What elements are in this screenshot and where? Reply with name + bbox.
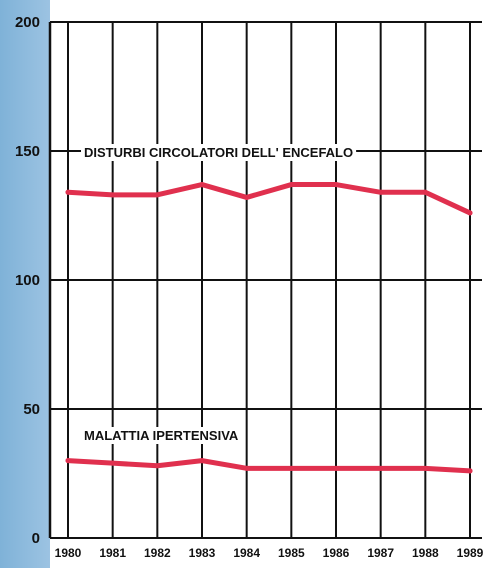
y-tick-label: 100 <box>15 272 40 289</box>
data-point <box>199 182 205 188</box>
left-color-band <box>0 0 50 568</box>
data-point <box>288 465 294 471</box>
series-label-ipertensiva: MALATTIA IPERTENSIVA <box>84 428 239 443</box>
data-point <box>154 192 160 198</box>
y-tick-label: 150 <box>15 143 40 160</box>
data-point <box>154 463 160 469</box>
series-label-encefalo: DISTURBI CIRCOLATORI DELL' ENCEFALO <box>84 145 353 160</box>
y-tick-label: 200 <box>15 14 40 31</box>
data-point <box>467 468 473 474</box>
data-point <box>65 189 71 195</box>
x-tick-label: 1987 <box>367 546 394 560</box>
x-tick-label: 1981 <box>99 546 126 560</box>
y-tick-label: 0 <box>32 530 40 547</box>
series-line-0 <box>65 182 473 216</box>
data-point <box>467 210 473 216</box>
x-tick-label: 1982 <box>144 546 171 560</box>
series-line-1 <box>65 458 473 474</box>
x-tick-label: 1983 <box>189 546 216 560</box>
series-label-background <box>81 427 242 444</box>
data-point <box>244 465 250 471</box>
series-lines <box>65 182 473 474</box>
x-tick-label: 1980 <box>55 546 82 560</box>
x-axis-ticks: 1980 1981 1982 1983 1984 1985 1986 1987 1988 1989 <box>55 546 484 560</box>
x-tick-label: 1984 <box>233 546 260 560</box>
data-point <box>288 182 294 188</box>
data-point <box>65 458 71 464</box>
data-point <box>422 465 428 471</box>
y-axis-ticks: 0 50 100 150 200 <box>15 14 40 547</box>
series-labels: DISTURBI CIRCOLATORI DELL' ENCEFALO MALA… <box>81 144 357 444</box>
data-point <box>378 189 384 195</box>
data-point <box>422 189 428 195</box>
series-label-background <box>81 144 357 161</box>
grid <box>48 21 482 539</box>
x-tick-label: 1988 <box>412 546 439 560</box>
data-point <box>244 194 250 200</box>
data-point <box>199 458 205 464</box>
x-tick-label: 1985 <box>278 546 305 560</box>
data-point <box>110 460 116 466</box>
data-point <box>110 192 116 198</box>
data-point <box>333 182 339 188</box>
x-tick-label: 1986 <box>323 546 350 560</box>
y-tick-label: 50 <box>23 401 40 418</box>
x-tick-label: 1989 <box>457 546 484 560</box>
data-point <box>333 465 339 471</box>
data-point <box>378 465 384 471</box>
